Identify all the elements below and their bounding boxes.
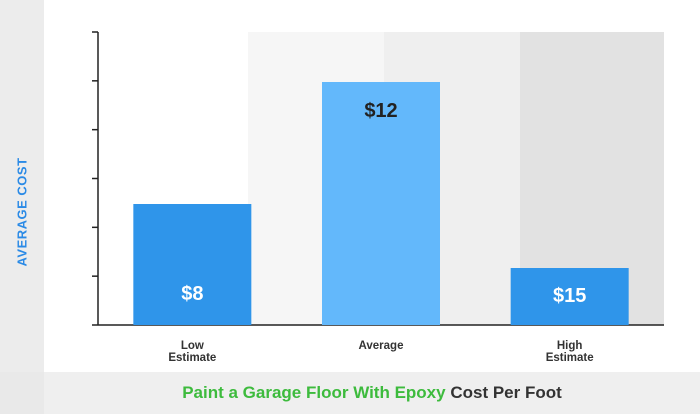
x-tick-label: Low Estimate <box>168 340 216 364</box>
bar-1 <box>133 204 252 325</box>
bar-3 <box>510 268 629 325</box>
bar-value-label: $8 <box>181 283 203 305</box>
bar-value-label: $12 <box>364 100 397 122</box>
x-tick-label: Average <box>359 340 404 352</box>
chart-title-dark-text: Cost Per Foot <box>450 383 562 402</box>
chart-title: Paint a Garage Floor With Epoxy Cost Per… <box>44 372 700 414</box>
chart-title-dark: Cost Per Foot <box>446 383 562 403</box>
y-axis-label-panel: AVERAGE COST <box>0 0 44 372</box>
bar-2 <box>322 82 440 325</box>
bar-value-label: $15 <box>553 285 586 307</box>
chart-title-green: Paint a Garage Floor With Epoxy <box>182 383 446 402</box>
x-tick-label: High Estimate <box>546 340 594 364</box>
